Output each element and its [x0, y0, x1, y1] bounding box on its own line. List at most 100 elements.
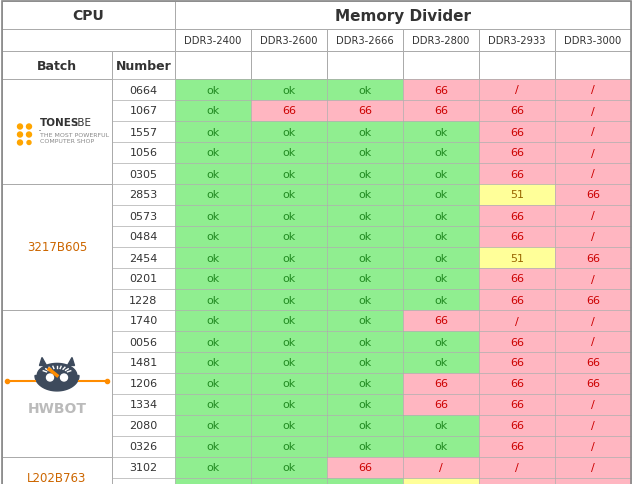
Text: DDR3-2400: DDR3-2400 — [184, 36, 242, 46]
Text: ok: ok — [434, 441, 448, 452]
Circle shape — [27, 141, 31, 145]
Text: ok: ok — [358, 337, 372, 347]
Text: 66: 66 — [510, 274, 524, 284]
Bar — [327, 373, 403, 394]
Bar — [403, 227, 479, 247]
Bar — [112, 415, 175, 436]
Text: CPU: CPU — [73, 9, 104, 23]
Text: 66: 66 — [510, 295, 524, 305]
Bar — [251, 289, 327, 310]
Bar — [175, 164, 251, 184]
Bar — [403, 332, 479, 352]
Text: 66: 66 — [510, 148, 524, 158]
Bar — [251, 478, 327, 484]
Text: ok: ok — [206, 463, 220, 472]
Text: 0201: 0201 — [129, 274, 158, 284]
Bar — [479, 436, 555, 457]
Text: ok: ok — [206, 106, 220, 116]
Text: ok: ok — [206, 358, 220, 368]
Text: Number: Number — [116, 60, 172, 72]
Text: THE MOST POWERFUL: THE MOST POWERFUL — [40, 133, 109, 138]
Bar — [175, 332, 251, 352]
Circle shape — [61, 374, 68, 381]
Text: ok: ok — [206, 400, 220, 409]
Bar — [479, 269, 555, 289]
Text: TONES: TONES — [40, 118, 79, 128]
Text: ok: ok — [434, 274, 448, 284]
Text: /: / — [591, 337, 595, 347]
Text: ok: ok — [282, 211, 296, 221]
Text: 2853: 2853 — [129, 190, 158, 200]
Bar — [2, 310, 112, 457]
Bar — [175, 101, 251, 122]
Bar — [251, 30, 327, 52]
Bar — [403, 457, 479, 478]
Text: /: / — [591, 232, 595, 242]
Bar — [112, 373, 175, 394]
Text: ok: ok — [282, 463, 296, 472]
Bar — [479, 164, 555, 184]
Bar — [479, 143, 555, 164]
Bar — [175, 227, 251, 247]
Bar — [327, 80, 403, 101]
Bar — [327, 436, 403, 457]
Text: 2454: 2454 — [129, 253, 158, 263]
Bar — [175, 478, 251, 484]
Bar — [251, 52, 327, 80]
Bar — [251, 457, 327, 478]
Text: ok: ok — [282, 190, 296, 200]
Text: 1056: 1056 — [130, 148, 158, 158]
Text: ok: ok — [434, 337, 448, 347]
Bar — [327, 30, 403, 52]
Text: 66: 66 — [434, 400, 448, 409]
Text: ok: ok — [282, 232, 296, 242]
Bar — [479, 247, 555, 269]
Circle shape — [18, 125, 23, 130]
Bar — [555, 289, 631, 310]
Text: ok: ok — [282, 378, 296, 389]
Text: ok: ok — [282, 274, 296, 284]
Text: 0573: 0573 — [129, 211, 158, 221]
Bar — [112, 352, 175, 373]
Text: 66: 66 — [586, 378, 600, 389]
Bar — [251, 206, 327, 227]
Text: 51: 51 — [510, 190, 524, 200]
Text: ok: ok — [434, 148, 448, 158]
Text: ok: ok — [434, 421, 448, 431]
Bar — [251, 101, 327, 122]
Text: 66: 66 — [586, 358, 600, 368]
Bar — [112, 52, 175, 80]
Bar — [403, 373, 479, 394]
Bar — [479, 206, 555, 227]
Bar — [403, 30, 479, 52]
Bar — [175, 394, 251, 415]
Text: ok: ok — [282, 253, 296, 263]
Text: Batch: Batch — [37, 60, 77, 72]
Bar — [479, 310, 555, 332]
Text: 66: 66 — [510, 378, 524, 389]
Text: ok: ok — [282, 169, 296, 179]
Text: ok: ok — [206, 378, 220, 389]
Bar — [175, 184, 251, 206]
Text: ok: ok — [358, 421, 372, 431]
Text: ok: ok — [282, 148, 296, 158]
Bar — [479, 457, 555, 478]
Bar — [112, 478, 175, 484]
Bar — [2, 2, 175, 30]
Text: 66: 66 — [510, 127, 524, 137]
Text: Memory Divider: Memory Divider — [335, 9, 471, 23]
Text: DDR3-2800: DDR3-2800 — [412, 36, 470, 46]
Text: 0664: 0664 — [129, 85, 158, 95]
Bar — [479, 80, 555, 101]
Text: ok: ok — [282, 400, 296, 409]
Bar — [327, 457, 403, 478]
Text: 66: 66 — [358, 463, 372, 472]
Bar — [251, 184, 327, 206]
Bar — [175, 373, 251, 394]
Circle shape — [27, 125, 32, 130]
Bar — [327, 101, 403, 122]
Bar — [251, 269, 327, 289]
Text: /: / — [515, 463, 519, 472]
Text: 66: 66 — [510, 337, 524, 347]
Text: ok: ok — [358, 85, 372, 95]
